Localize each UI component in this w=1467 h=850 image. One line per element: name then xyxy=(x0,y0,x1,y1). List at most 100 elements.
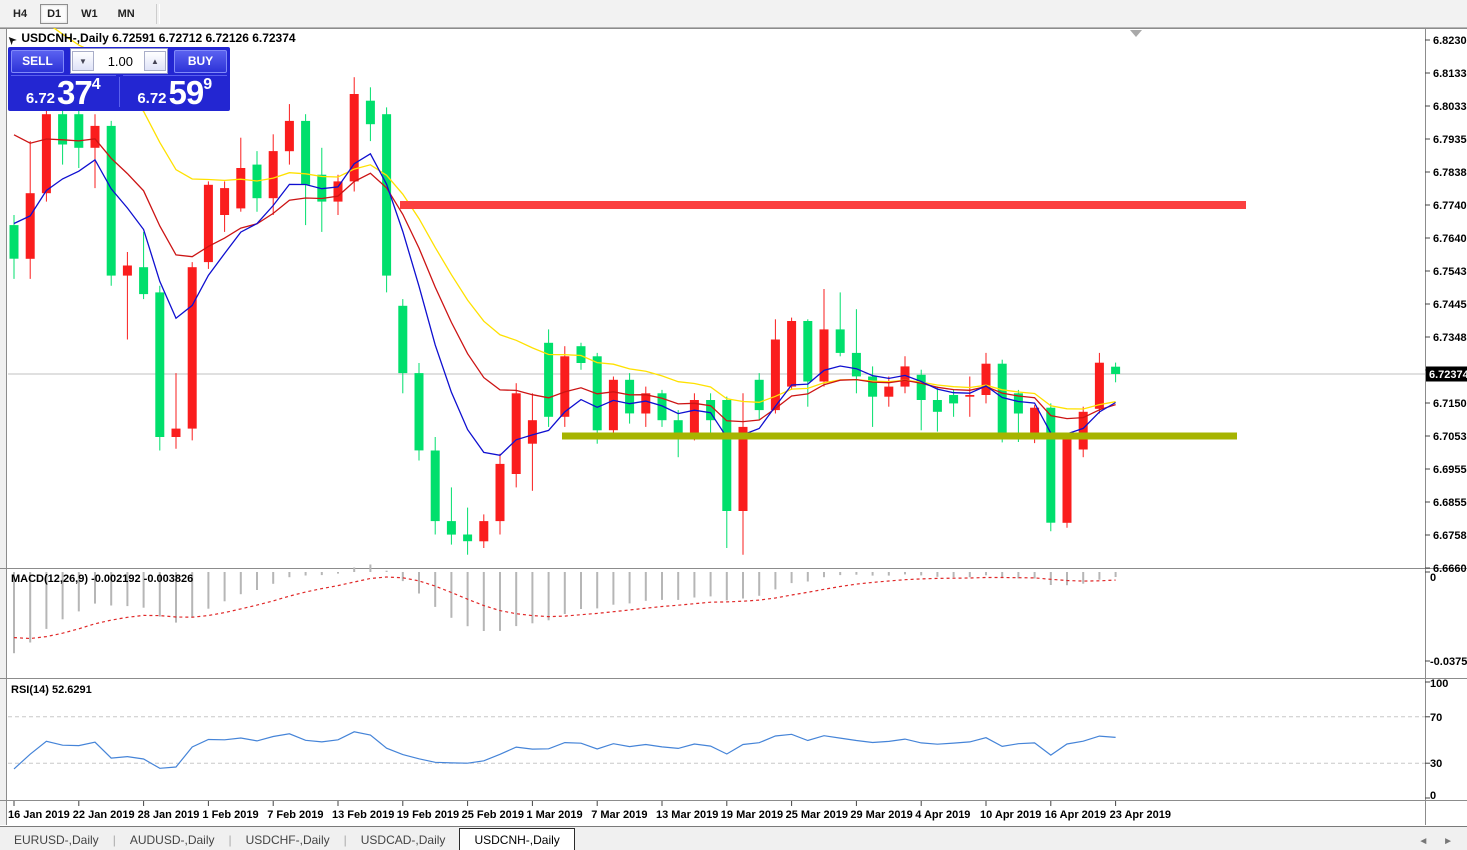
sell-price-base: 6.72 xyxy=(25,90,56,107)
candle xyxy=(592,352,602,444)
candle xyxy=(1111,362,1121,383)
price-axis[interactable]: 6.82305 6.81330 6.80330 6.79355 6.78380 6.774… xyxy=(1425,35,1467,575)
candle xyxy=(187,262,197,441)
svg-text:0: 0 xyxy=(1430,790,1436,802)
candle xyxy=(527,393,537,491)
buy-price-base: 6.72 xyxy=(137,90,167,107)
candle xyxy=(349,77,359,192)
candle xyxy=(122,252,132,340)
one-click-trading-panel: SELL ▼ 1.00 ▲ BUY 6.72 37 4 6.72 59 9 xyxy=(8,47,230,111)
candle xyxy=(317,147,327,232)
price-axis-label: 6.79355 xyxy=(1433,134,1467,146)
chart-tab-audusd[interactable]: AUDUSD-,Daily xyxy=(129,833,215,847)
candle xyxy=(9,215,19,279)
timeframe-button-mn[interactable]: MN xyxy=(111,4,142,24)
date-axis-label: 29 Mar 2019 xyxy=(850,809,912,821)
price-axis-label: 6.78380 xyxy=(1433,167,1467,179)
buy-price[interactable]: 6.72 59 9 xyxy=(122,75,227,109)
buy-button[interactable]: BUY xyxy=(174,49,227,73)
date-axis[interactable]: 16 Jan 2019 22 Jan 2019 28 Jan 2019 1 Feb 2… xyxy=(8,801,1171,821)
date-axis-label: 25 Mar 2019 xyxy=(786,809,848,821)
price-axis-label: 6.71505 xyxy=(1433,398,1467,410)
date-axis-label: 16 Jan 2019 xyxy=(8,809,70,821)
chart-title: ➤ USDCNH-,Daily 6.72591 6.72712 6.72126 6… xyxy=(5,31,296,46)
candle xyxy=(463,507,473,555)
candle xyxy=(965,376,975,417)
date-axis-label: 28 Jan 2019 xyxy=(138,809,200,821)
candle xyxy=(139,231,149,300)
date-axis-label: 13 Mar 2019 xyxy=(656,809,718,821)
sell-price-big: 37 xyxy=(57,74,93,111)
candle xyxy=(544,329,554,427)
chart-title-text: USDCNH-,Daily 6.72591 6.72712 6.72126 6.… xyxy=(21,31,296,45)
rsi-axis: 100 70 30 0 xyxy=(1425,678,1448,802)
candle xyxy=(74,104,84,168)
date-axis-label: 1 Feb 2019 xyxy=(202,809,258,821)
date-axis-label: 19 Mar 2019 xyxy=(721,809,783,821)
timeframe-button-h4[interactable]: H4 xyxy=(6,4,34,24)
candle xyxy=(625,373,635,424)
volume-stepper[interactable]: ▼ 1.00 ▲ xyxy=(70,48,168,74)
candle xyxy=(268,134,278,215)
volume-increase-button[interactable]: ▲ xyxy=(144,51,166,71)
rsi-label: RSI(14) 52.6291 xyxy=(11,684,92,696)
price-axis-label: 6.80330 xyxy=(1433,101,1467,113)
candle xyxy=(301,114,311,226)
price-axis-label: 6.74455 xyxy=(1433,299,1467,311)
date-axis-label: 23 Apr 2019 xyxy=(1110,809,1171,821)
candle xyxy=(560,346,570,427)
candle xyxy=(479,514,489,548)
candle xyxy=(365,87,375,142)
date-axis-label: 7 Feb 2019 xyxy=(267,809,323,821)
chart-tab-usdchf[interactable]: USDCHF-,Daily xyxy=(245,833,330,847)
timeframe-button-w1[interactable]: W1 xyxy=(74,4,105,24)
timeframe-button-d1[interactable]: D1 xyxy=(40,3,69,24)
buy-price-sup: 9 xyxy=(203,76,213,93)
chart-tab-usdcad[interactable]: USDCAD-,Daily xyxy=(360,833,446,847)
price-axis-label: 6.75430 xyxy=(1433,266,1467,278)
rsi-line xyxy=(13,731,1116,770)
candle xyxy=(495,453,505,535)
price-axis-label: 6.66605 xyxy=(1433,563,1467,575)
candle xyxy=(203,181,213,269)
volume-input[interactable]: 1.00 xyxy=(107,53,133,69)
chart-tab-usdcnh[interactable]: USDCNH-,Daily xyxy=(459,828,575,850)
candle xyxy=(106,120,116,286)
ma-fast-line xyxy=(13,152,1116,456)
candle xyxy=(171,373,181,449)
macd-histogram xyxy=(13,564,1117,654)
date-axis-label: 22 Jan 2019 xyxy=(73,809,135,821)
candle xyxy=(511,383,521,488)
price-axis-label: 6.77405 xyxy=(1433,200,1467,212)
date-axis-label: 7 Mar 2019 xyxy=(591,809,647,821)
panel-borders xyxy=(0,28,1467,825)
date-axis-label: 16 Apr 2019 xyxy=(1045,809,1106,821)
candle xyxy=(770,319,780,414)
svg-text:100: 100 xyxy=(1430,678,1448,690)
macd-axis: 0 -0.037529 xyxy=(1425,571,1467,668)
date-axis-label: 4 Apr 2019 xyxy=(915,809,970,821)
candle xyxy=(284,104,294,165)
volume-decrease-button[interactable]: ▼ xyxy=(72,51,94,71)
date-axis-label: 1 Mar 2019 xyxy=(526,809,582,821)
candle xyxy=(754,373,764,421)
macd-label: MACD(12,26,9) -0.002192 -0.003826 xyxy=(11,573,194,585)
candle xyxy=(819,289,829,387)
candle xyxy=(155,285,165,451)
candle xyxy=(722,396,732,548)
chart-end-marker-icon[interactable] xyxy=(1130,30,1142,37)
current-price-badge-text: 6.72374 xyxy=(1429,369,1467,381)
candle xyxy=(641,386,651,427)
timeframe-toolbar: H4 D1 W1 MN xyxy=(0,0,1467,28)
date-axis-label: 13 Feb 2019 xyxy=(332,809,394,821)
chart-tab-eurusd[interactable]: EURUSD-,Daily xyxy=(14,833,99,847)
sell-price[interactable]: 6.72 37 4 xyxy=(11,75,116,109)
candle xyxy=(1078,406,1088,458)
resistance-line[interactable] xyxy=(400,201,1246,209)
price-axis-label: 6.70530 xyxy=(1433,431,1467,443)
tabbar-scroll-icons[interactable]: ◄ ► xyxy=(1418,836,1459,847)
price-axis-label: 6.73480 xyxy=(1433,332,1467,344)
support-line[interactable] xyxy=(562,432,1237,440)
sell-button[interactable]: SELL xyxy=(11,49,64,73)
